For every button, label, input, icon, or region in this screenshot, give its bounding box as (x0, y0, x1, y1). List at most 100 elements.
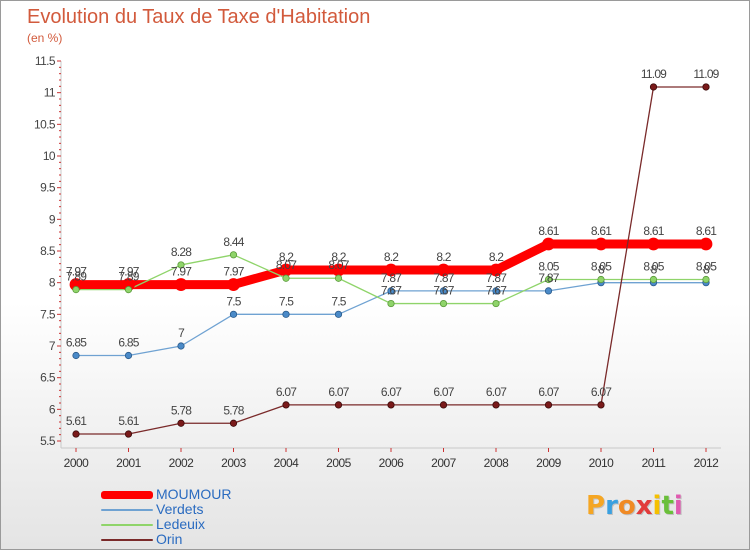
data-label-orin: 6.07 (433, 385, 454, 399)
data-point-orin (492, 401, 500, 409)
data-label-ledeuix: 8.05 (696, 260, 717, 274)
data-label-verdets: 7.87 (433, 271, 454, 285)
x-tick-label: 2009 (536, 456, 562, 470)
x-tick-label: 2003 (221, 456, 247, 470)
data-label-moumour: 7.97 (171, 265, 192, 279)
data-label-ledeuix: 8.44 (223, 235, 244, 249)
data-label-verdets: 6.85 (118, 336, 139, 350)
y-tick-label: 11.5 (35, 54, 56, 68)
data-point-ledeuix (387, 299, 395, 308)
x-tick-label: 2011 (642, 456, 667, 470)
x-tick-label: 2008 (484, 456, 510, 470)
data-label-moumour: 7.97 (118, 265, 139, 279)
data-point-orin (439, 401, 448, 409)
data-point-ledeuix (492, 299, 500, 308)
y-tick-label: 11 (44, 86, 56, 100)
x-tick-label: 2000 (64, 456, 90, 470)
data-label-ledeuix: 7.67 (381, 284, 402, 298)
data-label-ledeuix: 8.05 (538, 260, 559, 274)
proxiti-logo: Proxiti (586, 491, 683, 521)
data-label-verdets: 8 (703, 263, 710, 277)
data-label-moumour: 7.97 (223, 265, 244, 279)
y-tick-label: 10.5 (34, 117, 56, 131)
x-tick-label: 2002 (169, 456, 195, 470)
data-label-verdets: 7 (178, 326, 185, 340)
data-point-orin (649, 83, 658, 91)
data-point-ledeuix (334, 274, 343, 282)
x-tick-label: 2005 (326, 456, 352, 470)
data-label-moumour: 8.2 (279, 250, 294, 264)
legend-label: Ledeuix (156, 516, 206, 532)
data-label-verdets: 8 (651, 263, 658, 277)
data-label-verdets: 6.85 (66, 336, 87, 350)
data-point-verdets (282, 310, 290, 318)
data-label-moumour: 7.97 (66, 265, 87, 279)
data-label-moumour: 8.2 (489, 250, 504, 264)
data-label-ledeuix: 8.05 (591, 260, 612, 274)
data-point-orin (229, 419, 238, 427)
data-label-moumour: 8.61 (643, 224, 664, 238)
data-point-moumour (227, 278, 240, 291)
logo-letter: t (661, 491, 674, 521)
data-point-verdets (439, 287, 448, 295)
data-label-verdets: 7.87 (381, 271, 402, 285)
data-label-verdets: 7.87 (486, 271, 507, 285)
y-tick-label: 7.5 (40, 307, 56, 321)
data-point-ledeuix (72, 286, 80, 294)
data-point-ledeuix (544, 275, 553, 284)
data-label-ledeuix: 8.05 (643, 260, 664, 274)
data-point-ledeuix (177, 261, 185, 269)
x-tick-label: 2001 (116, 456, 142, 470)
x-tick-label: 2004 (274, 456, 300, 470)
legend-swatch (101, 509, 153, 511)
data-point-verdets (177, 342, 185, 350)
chart-title: Evolution du Taux de Taxe d'Habitation (27, 6, 371, 28)
data-point-moumour (437, 263, 450, 277)
y-tick-label: 6 (49, 402, 56, 416)
data-point-verdets (387, 287, 395, 295)
data-point-orin (124, 430, 133, 438)
data-point-ledeuix (282, 274, 290, 282)
data-label-orin: 6.07 (538, 385, 559, 399)
y-tick-label: 5.5 (40, 434, 56, 448)
data-point-orin (72, 430, 80, 438)
data-point-orin (544, 401, 553, 409)
x-tick-label: 2006 (379, 456, 405, 470)
data-point-verdets (544, 287, 553, 295)
y-tick-label: 10 (43, 149, 56, 163)
y-tick-label: 7 (49, 339, 56, 353)
data-label-orin: 5.61 (66, 414, 87, 428)
y-tick-label: 8.5 (40, 244, 56, 258)
logo-letter: P (586, 491, 606, 521)
data-label-orin: 11.09 (693, 67, 719, 81)
data-point-verdets (229, 310, 238, 318)
data-point-ledeuix (702, 275, 710, 284)
data-label-orin: 11.09 (641, 67, 667, 81)
data-point-moumour (699, 237, 713, 251)
y-tick-label: 8 (49, 276, 56, 290)
legend-swatch (101, 524, 153, 526)
y-tick-label: 9 (49, 212, 56, 226)
data-point-verdets (124, 351, 133, 360)
legend-label: MOUMOUR (156, 486, 232, 502)
data-point-moumour (384, 263, 398, 277)
data-label-verdets: 7.87 (538, 271, 559, 285)
data-label-verdets: 7.5 (331, 294, 346, 308)
data-label-moumour: 8.61 (696, 224, 717, 238)
data-point-moumour (174, 278, 188, 291)
data-point-ledeuix (649, 275, 658, 284)
data-point-verdets (334, 310, 343, 318)
data-label-orin: 5.78 (171, 403, 192, 417)
data-label-orin: 5.78 (223, 403, 244, 417)
data-label-orin: 6.07 (276, 385, 297, 399)
data-label-moumour: 8.2 (384, 250, 399, 264)
logo-letter: o (617, 491, 636, 521)
data-point-orin (387, 401, 395, 409)
data-label-ledeuix: 7.67 (433, 284, 454, 298)
y-tick-label: 6.5 (40, 371, 56, 385)
data-label-moumour: 8.61 (591, 224, 612, 238)
data-point-ledeuix (124, 286, 133, 294)
logo-letter: r (605, 491, 618, 521)
x-tick-label: 2012 (694, 456, 720, 470)
